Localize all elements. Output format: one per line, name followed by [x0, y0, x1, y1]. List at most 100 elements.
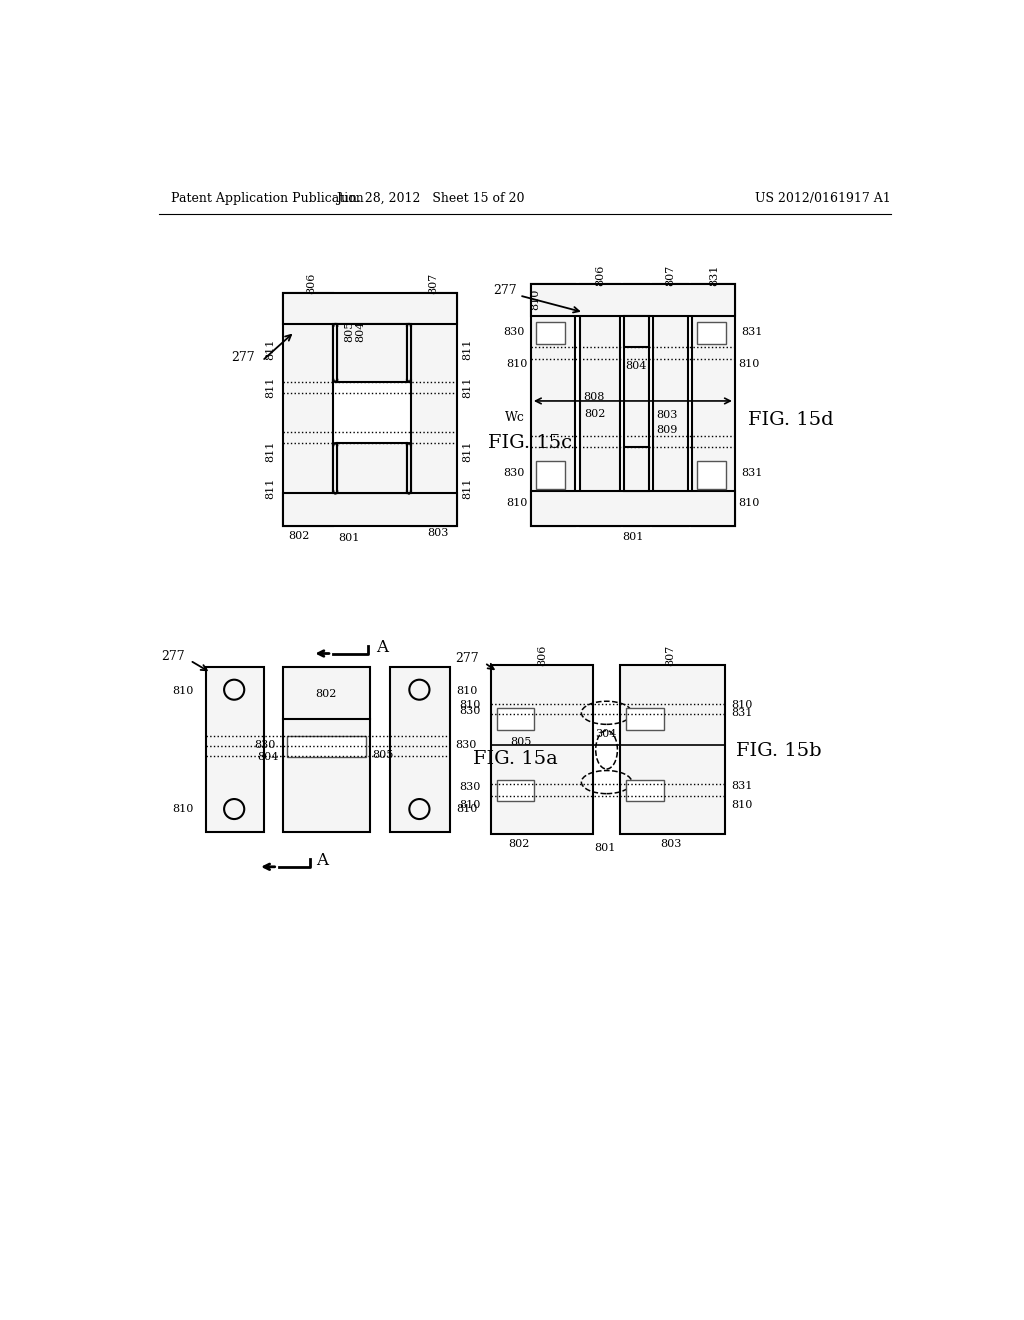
Text: 810: 810 [529, 289, 540, 310]
Text: 806: 806 [537, 644, 547, 665]
Bar [283, 667, 370, 832]
Text: 801: 801 [594, 842, 615, 853]
Bar [337, 444, 407, 494]
Text: 811: 811 [265, 376, 275, 397]
Text: 830: 830 [459, 706, 480, 717]
Text: 803: 803 [656, 409, 677, 420]
Text: 830: 830 [459, 781, 480, 792]
Text: 811: 811 [265, 339, 275, 360]
Bar [283, 293, 458, 323]
Text: Jun. 28, 2012   Sheet 15 of 20: Jun. 28, 2012 Sheet 15 of 20 [336, 191, 524, 205]
Text: 805: 805 [344, 321, 354, 342]
Bar [621, 665, 725, 834]
Bar [490, 665, 593, 834]
Text: 277: 277 [230, 351, 254, 363]
Text: 831: 831 [709, 265, 719, 286]
Text: 811: 811 [265, 478, 275, 499]
Text: 810: 810 [459, 700, 480, 710]
Text: 810: 810 [172, 686, 194, 696]
Bar [536, 461, 565, 488]
Bar [627, 780, 664, 801]
Text: 805: 805 [372, 750, 393, 760]
Text: 810: 810 [459, 800, 480, 810]
Text: 810: 810 [456, 804, 477, 814]
Text: 810: 810 [507, 498, 528, 508]
Text: 304: 304 [596, 730, 616, 739]
Text: 810: 810 [731, 700, 753, 710]
Text: 803: 803 [659, 838, 681, 849]
Bar [627, 708, 664, 730]
Text: 804: 804 [355, 321, 366, 342]
Text: 831: 831 [741, 467, 763, 478]
Text: 807: 807 [666, 265, 676, 286]
Text: 801: 801 [338, 533, 359, 543]
Text: 807: 807 [428, 272, 438, 294]
Text: 811: 811 [463, 339, 472, 360]
Bar [390, 667, 450, 832]
Text: 805: 805 [510, 737, 531, 747]
Bar [497, 780, 535, 801]
Bar [531, 284, 735, 317]
Text: 831: 831 [731, 781, 753, 791]
Text: 801: 801 [622, 532, 643, 543]
Bar [692, 284, 735, 527]
Text: 802: 802 [315, 689, 336, 698]
Text: FIG. 15a: FIG. 15a [473, 750, 558, 768]
Bar [283, 293, 334, 527]
Text: 806: 806 [595, 265, 605, 286]
Text: 831: 831 [731, 708, 753, 718]
Text: 810: 810 [172, 804, 194, 814]
Text: 277: 277 [456, 652, 479, 665]
Text: FIG. 15c: FIG. 15c [488, 434, 572, 453]
Bar [624, 284, 649, 527]
Bar [697, 322, 726, 345]
Text: 803: 803 [427, 528, 449, 539]
Text: US 2012/0161917 A1: US 2012/0161917 A1 [755, 191, 891, 205]
Bar [283, 494, 458, 527]
Text: A: A [376, 639, 388, 656]
Bar [531, 491, 735, 527]
Text: 811: 811 [463, 376, 472, 397]
Text: 277: 277 [494, 284, 517, 297]
Text: Patent Application Publication: Patent Application Publication [171, 191, 364, 205]
Text: 808: 808 [583, 392, 604, 403]
Text: FIG. 15b: FIG. 15b [736, 742, 822, 760]
Text: Wc: Wc [505, 412, 524, 425]
Text: 810: 810 [456, 686, 477, 696]
Text: 802: 802 [288, 531, 309, 541]
Bar [652, 284, 688, 527]
Text: 830: 830 [455, 741, 476, 750]
Text: 810: 810 [738, 359, 760, 370]
Text: 810: 810 [731, 800, 753, 810]
Text: 806: 806 [306, 272, 316, 294]
Text: 804: 804 [626, 362, 647, 371]
Text: 831: 831 [741, 326, 763, 337]
Text: 811: 811 [265, 441, 275, 462]
Text: 811: 811 [463, 478, 472, 499]
Text: 804: 804 [258, 751, 280, 762]
Text: 810: 810 [507, 359, 528, 370]
Text: 810: 810 [738, 498, 760, 508]
Bar [697, 461, 726, 488]
Bar [287, 737, 366, 758]
Bar [497, 708, 535, 730]
Bar [624, 317, 649, 347]
Bar [206, 667, 263, 832]
Bar [536, 322, 565, 345]
Text: 809: 809 [656, 425, 677, 436]
Bar [624, 447, 649, 491]
Text: 277: 277 [161, 649, 184, 663]
Text: FIG. 15d: FIG. 15d [748, 412, 834, 429]
Bar [531, 284, 575, 527]
Bar [411, 293, 458, 527]
Text: 830: 830 [504, 326, 524, 337]
Text: 811: 811 [463, 441, 472, 462]
Text: 802: 802 [585, 409, 606, 418]
Text: 807: 807 [666, 644, 676, 665]
Text: 802: 802 [509, 838, 530, 849]
Bar [337, 323, 407, 381]
Text: 830: 830 [254, 741, 275, 750]
Text: A: A [316, 853, 329, 869]
Bar [580, 284, 621, 527]
Text: 830: 830 [504, 467, 524, 478]
